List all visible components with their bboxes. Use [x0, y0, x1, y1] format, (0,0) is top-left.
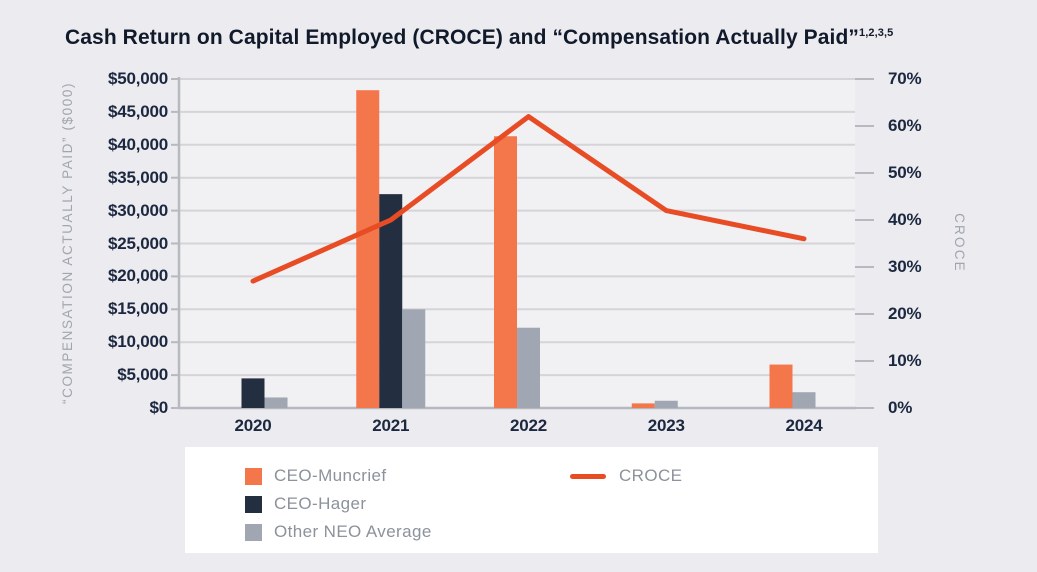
ceo-hager-swatch-icon	[245, 495, 262, 513]
legend-item-label: CEO-Hager	[274, 494, 367, 513]
bar-other-neo-average-2020	[264, 397, 288, 408]
right-axis-tick-label: 0%	[888, 398, 913, 417]
bar-ceo-muncrief-2022	[494, 136, 517, 408]
left-axis-tick-label: $40,000	[107, 134, 168, 154]
bar-other-neo-average-2022	[517, 327, 540, 408]
bar-other-neo-average-2023	[654, 400, 678, 408]
left-axis-tick-label: $5,000	[117, 365, 168, 385]
croce-line-swatch-icon	[570, 473, 606, 479]
right-axis-tick-label: 30%	[888, 257, 922, 276]
bar-ceo-muncrief-2024	[769, 364, 793, 408]
left-axis-tick-label: $30,000	[107, 200, 168, 220]
bar-other-neo-average-2021	[402, 309, 426, 408]
x-axis-tick-label: 2024	[785, 416, 823, 435]
right-axis-tick-label: 50%	[888, 163, 922, 182]
bar-ceo-hager-2020	[241, 378, 265, 408]
legend: CEO-Muncrief CEO-Hager Other NEO Average…	[185, 447, 878, 553]
left-axis-tick-label: $15,000	[107, 299, 168, 319]
left-axis-tick-label: $20,000	[107, 266, 168, 286]
legend-swatch-column: CEO-Muncrief CEO-Hager Other NEO Average	[245, 462, 432, 546]
croce-line	[250, 114, 807, 284]
right-axis-tick-label: 10%	[888, 351, 922, 370]
bar-ceo-muncrief-2023	[631, 403, 655, 408]
legend-item-label: Other NEO Average	[274, 522, 432, 541]
legend-item-label: CEO-Muncrief	[274, 466, 387, 485]
legend-item-ceo-hager: CEO-Hager	[245, 490, 432, 518]
bar-ceo-muncrief-2021	[356, 90, 380, 408]
legend-item-ceo-muncrief: CEO-Muncrief	[245, 462, 432, 490]
legend-item-label: CROCE	[619, 466, 683, 485]
left-axis-tick-label: $25,000	[107, 233, 168, 253]
left-axis-tick-label: $45,000	[107, 101, 168, 121]
left-axis-tick-label: $10,000	[107, 332, 168, 352]
legend-item-other-neo-average: Other NEO Average	[245, 518, 432, 546]
x-axis-tick-label: 2021	[372, 416, 410, 435]
left-axis-tick-label: $0	[149, 398, 168, 417]
left-axis-tick-label: $35,000	[107, 167, 168, 187]
chart-title-text: Cash Return on Capital Employed (CROCE) …	[65, 26, 860, 49]
x-axis-tick-label: 2023	[647, 416, 685, 435]
bar-ceo-hager-2021	[379, 194, 403, 408]
bar-other-neo-average-2024	[792, 392, 816, 408]
right-axis-tick-label: 20%	[888, 304, 922, 323]
chart-title: Cash Return on Capital Employed (CROCE) …	[65, 26, 893, 50]
left-axis-tick-label: $50,000	[107, 69, 168, 88]
right-axis-tick-label: 60%	[888, 116, 922, 135]
right-axis-tick-label: 70%	[888, 69, 922, 88]
ceo-muncrief-swatch-icon	[245, 467, 262, 485]
x-axis-tick-label: 2020	[234, 416, 272, 435]
other-neo-average-swatch-icon	[245, 523, 262, 541]
legend-item-croce: CROCE	[570, 462, 682, 490]
chart-title-footnote-superscript: 1,2,3,5	[859, 27, 894, 39]
right-axis-title: CROCE	[952, 213, 967, 273]
x-axis-tick-label: 2022	[509, 416, 548, 435]
right-axis-tick-label: 40%	[888, 210, 922, 229]
